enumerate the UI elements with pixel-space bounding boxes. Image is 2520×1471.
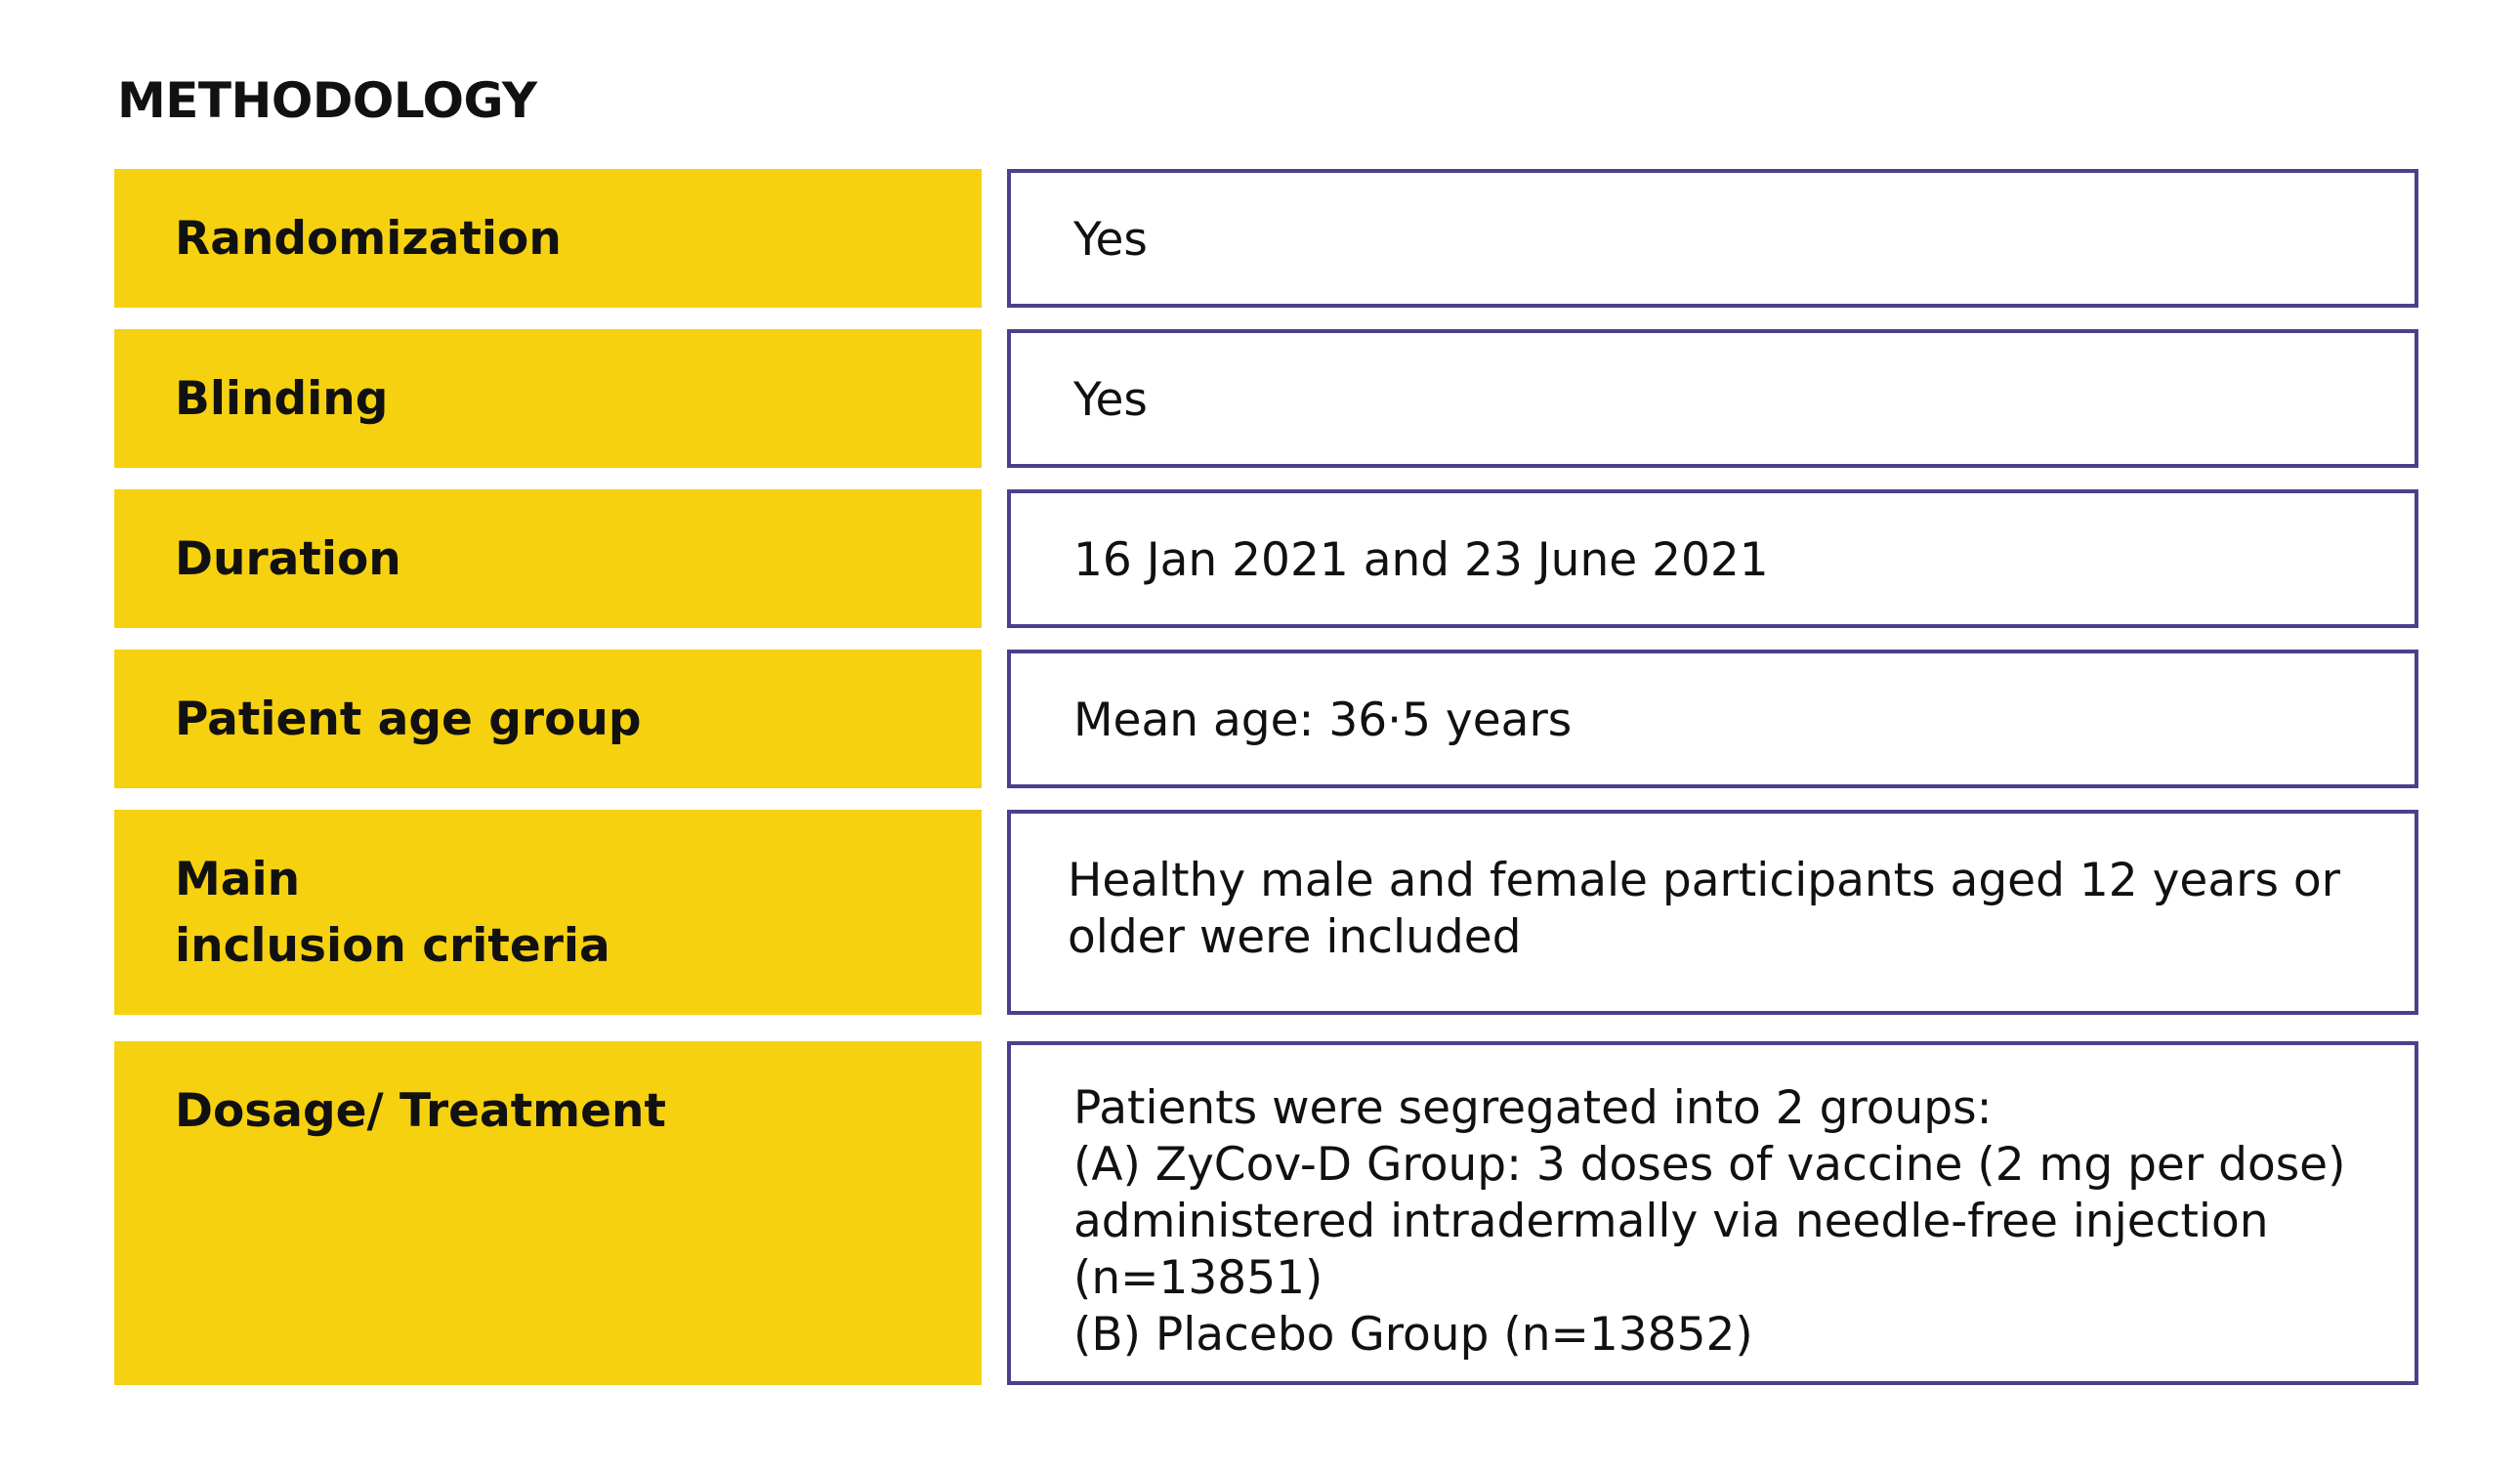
row-dosage-treatment-label: Dosage/ Treatment [114, 1041, 982, 1385]
row-blinding-label: Blinding [114, 329, 982, 468]
label-text: Patient age group [175, 693, 642, 746]
row-duration-value: 16 Jan 2021 and 23 June 2021 [1007, 489, 2418, 628]
row-randomization-label: Randomization [114, 169, 982, 308]
value-line: Patients were segregated into 2 groups: [1073, 1081, 1993, 1135]
label-text: Blinding [175, 372, 389, 426]
label-text: Dosage/ Treatment [175, 1084, 666, 1138]
label-line: inclusion criteria [175, 919, 610, 973]
row-patient-age-group-label: Patient age group [114, 650, 982, 788]
value-line: Healthy male and female participants age… [1068, 854, 2340, 907]
label-line: Main [175, 853, 301, 906]
value-line: (n=13851) [1073, 1251, 1323, 1305]
value-line: (A) ZyCov-D Group: 3 doses of vaccine (2… [1073, 1138, 2346, 1192]
value-line: older were included [1068, 910, 1522, 964]
row-main-inclusion-criteria-label: Main inclusion criteria [114, 810, 982, 1015]
label-text: Randomization [175, 212, 562, 266]
row-duration-label: Duration [114, 489, 982, 628]
value-text: Yes [1073, 213, 1148, 267]
row-blinding-value: Yes [1007, 329, 2418, 468]
row-dosage-treatment-value: Patients were segregated into 2 groups: … [1007, 1041, 2418, 1385]
methodology-heading: METHODOLOGY [117, 72, 537, 129]
row-randomization-value: Yes [1007, 169, 2418, 308]
value-text: 16 Jan 2021 and 23 June 2021 [1073, 533, 1769, 587]
value-text: Mean age: 36·5 years [1073, 693, 1573, 747]
value-line: (B) Placebo Group (n=13852) [1073, 1308, 1753, 1362]
label-text: Duration [175, 532, 401, 586]
row-main-inclusion-criteria-value: Healthy male and female participants age… [1007, 810, 2418, 1015]
value-text: Yes [1073, 373, 1148, 427]
row-patient-age-group-value: Mean age: 36·5 years [1007, 650, 2418, 788]
value-line: administered intradermally via needle-fr… [1073, 1195, 2269, 1248]
